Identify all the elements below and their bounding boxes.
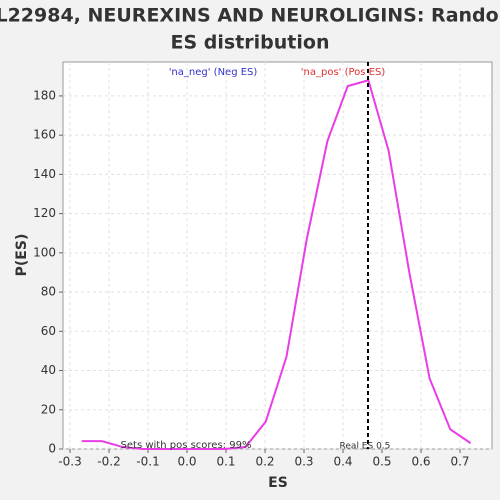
x-tick-label: 0.3: [294, 455, 313, 469]
x-axis-label: ES: [268, 475, 288, 491]
x-tick-label: 0.4: [333, 455, 352, 469]
y-tick-label: 160: [33, 128, 56, 142]
y-tick-label: 20: [41, 402, 56, 416]
real-es-label: Real ES 0.5: [340, 442, 391, 452]
y-tick-label: 40: [41, 363, 56, 377]
x-tick-label: 0.5: [372, 455, 391, 469]
chart-subtitle: ES distribution: [171, 32, 330, 54]
y-tick-label: 180: [33, 88, 56, 102]
line: [81, 79, 472, 450]
plot-area: [62, 61, 493, 450]
pos-scores-label: Sets with pos scores: 99%: [121, 440, 252, 451]
x-tick-label: 0.6: [411, 455, 430, 469]
x-tick-label: 0.2: [255, 455, 274, 469]
y-tick-label: 60: [41, 324, 56, 338]
x-tick-label: -0.3: [58, 455, 81, 469]
y-tick-label: 120: [33, 206, 56, 220]
y-tick-label: 80: [41, 285, 56, 299]
x-tick-label: 0.0: [177, 455, 196, 469]
y-tick-label: 140: [33, 167, 56, 181]
x-tick-label: -0.1: [136, 455, 159, 469]
y-tick-label: 0: [48, 442, 56, 456]
x-tick-label: 0.1: [216, 455, 235, 469]
x-tick-label: -0.2: [97, 455, 120, 469]
chart-title: CL22984, NEUREXINS AND NEUROLIGINS: Rand…: [0, 5, 500, 27]
neg-label: 'na_neg' (Neg ES): [169, 67, 258, 78]
x-tick-label: 0.7: [450, 455, 469, 469]
y-axis-label: P(ES): [14, 234, 30, 277]
y-tick-label: 100: [33, 245, 56, 259]
pos-label: 'na_pos' (Pos ES): [301, 67, 386, 78]
